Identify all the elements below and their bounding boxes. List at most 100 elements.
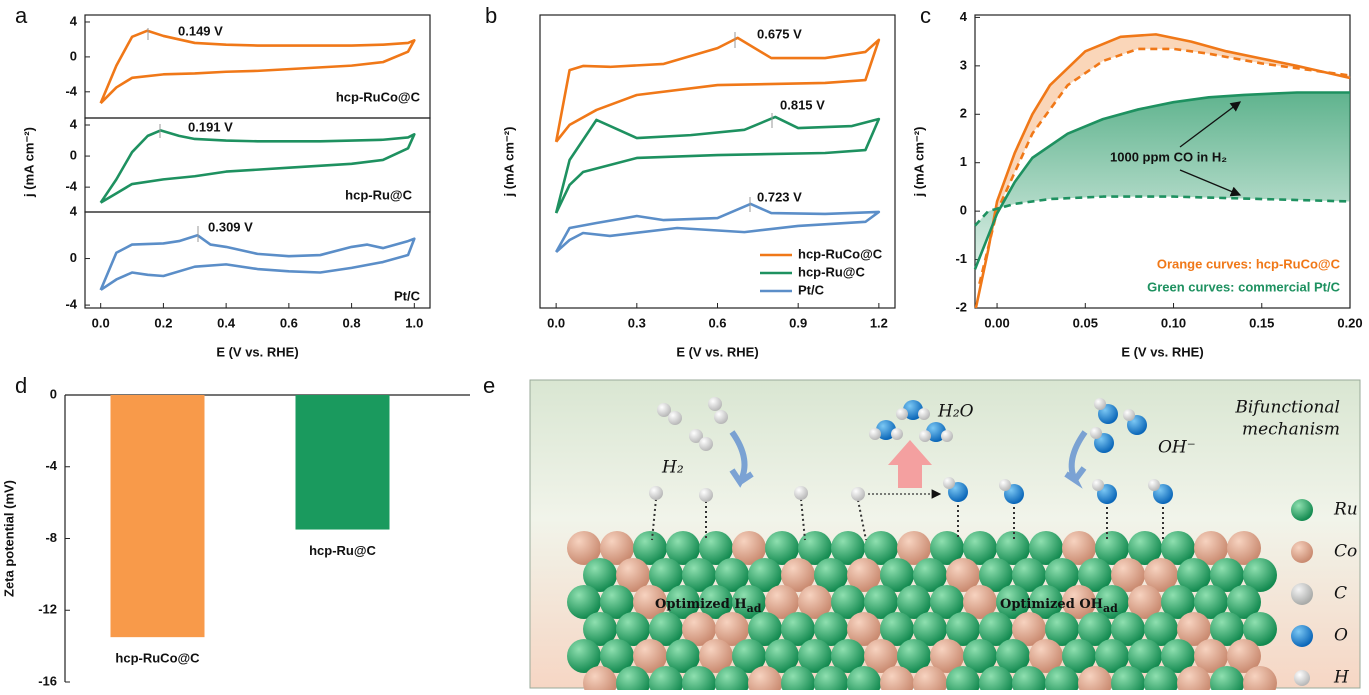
atom xyxy=(708,397,722,411)
molecule-label: H₂ xyxy=(661,458,684,478)
bar xyxy=(111,395,205,637)
molecule-label: H₂O xyxy=(937,402,974,422)
region-text: Optimized OH xyxy=(1000,597,1103,612)
annotation: 0.815 V xyxy=(780,97,825,112)
atom xyxy=(918,408,930,420)
atom xyxy=(1291,541,1313,563)
atom xyxy=(699,488,713,502)
x-tick-label: 0.00 xyxy=(984,315,1009,330)
atom xyxy=(941,430,953,442)
y-tick-label: -2 xyxy=(955,299,967,314)
x-tick-label: 0.2 xyxy=(154,315,172,330)
x-tick-label: hcp-RuCo@C xyxy=(115,651,200,666)
atom xyxy=(699,437,713,451)
x-tick-label: 1.2 xyxy=(870,315,888,330)
molecule-label: OH⁻ xyxy=(1158,438,1196,458)
atom xyxy=(1291,625,1313,647)
atom xyxy=(943,477,955,489)
region-text: Optimized H xyxy=(655,597,747,612)
legend-label: hcp-Ru@C xyxy=(798,264,865,279)
x-tick-label: 0.6 xyxy=(708,315,726,330)
annotation: 1000 ppm CO in H₂ xyxy=(1110,149,1227,164)
y-axis-label: j (mA cm⁻²) xyxy=(501,127,516,198)
line-series xyxy=(556,204,879,252)
x-tick-label: 0.10 xyxy=(1161,315,1186,330)
legend-label: C xyxy=(1334,584,1347,604)
plot-frame xyxy=(85,212,430,308)
x-tick-label: hcp-Ru@C xyxy=(309,543,376,558)
mechanism-diagram: eH₂H₂OOH⁻BifunctionalmechanismOptimized … xyxy=(483,373,1360,690)
x-tick-label: 0.8 xyxy=(343,315,361,330)
y-tick-label: 4 xyxy=(70,116,78,131)
y-tick-label: 4 xyxy=(70,203,78,218)
y-tick-label: 0 xyxy=(960,203,967,218)
y-axis-label: Zeta potential (mV) xyxy=(1,480,16,597)
region-subscript: ad xyxy=(1103,602,1118,615)
y-axis-label: j (mA cm⁻²) xyxy=(21,127,36,198)
x-tick-label: 0.9 xyxy=(789,315,807,330)
y-tick-label: 4 xyxy=(960,9,968,24)
annotation: Orange curves: hcp-RuCo@C xyxy=(1157,256,1341,271)
y-tick-label: 3 xyxy=(960,57,967,72)
x-axis-label: E (V vs. RHE) xyxy=(1121,344,1203,359)
y-tick-label: 0 xyxy=(70,250,77,265)
panel-label: d xyxy=(15,373,27,398)
y-tick-label: 0 xyxy=(50,386,57,401)
y-axis-label: j (mA cm⁻²) xyxy=(911,127,926,198)
legend-label: hcp-RuCo@C xyxy=(798,246,883,261)
annotation: 0.675 V xyxy=(757,26,802,41)
diagram-title: mechanism xyxy=(1242,420,1340,440)
legend-label: Co xyxy=(1334,542,1357,562)
atom xyxy=(1291,499,1313,521)
y-tick-label: -12 xyxy=(38,602,57,617)
x-tick-label: 0.0 xyxy=(92,315,110,330)
x-tick-label: 0.15 xyxy=(1249,315,1274,330)
bar xyxy=(296,395,390,530)
y-tick-label: -4 xyxy=(45,458,57,473)
x-axis-label: E (V vs. RHE) xyxy=(216,344,298,359)
atom xyxy=(1291,583,1313,605)
atom xyxy=(896,408,908,420)
series-label: hcp-RuCo@C xyxy=(336,89,421,104)
atom xyxy=(1294,670,1310,686)
annotation: 0.723 V xyxy=(757,189,802,204)
atom xyxy=(1090,427,1102,439)
figure: a-404hcp-RuCo@C0.149 V-404j (mA cm⁻²)hcp… xyxy=(0,0,1369,690)
y-tick-label: -16 xyxy=(38,673,57,688)
region-subscript: ad xyxy=(747,602,762,615)
panel-label: b xyxy=(485,3,497,28)
y-tick-label: -8 xyxy=(45,530,57,545)
atom xyxy=(1092,479,1104,491)
line-series xyxy=(556,117,879,213)
legend-label: Ru xyxy=(1333,500,1358,520)
annotation: Green curves: commercial Pt/C xyxy=(1147,279,1341,294)
atom xyxy=(999,479,1011,491)
atom xyxy=(891,428,903,440)
atom xyxy=(714,410,728,424)
annotation: 0.191 V xyxy=(188,119,233,134)
annotation: 0.149 V xyxy=(178,23,223,38)
panel-label: a xyxy=(15,3,28,28)
panel-label: e xyxy=(483,373,495,398)
legend-label: Pt/C xyxy=(798,282,825,297)
series-label: hcp-Ru@C xyxy=(345,187,412,202)
atom xyxy=(649,486,663,500)
x-tick-label: 1.0 xyxy=(405,315,423,330)
atom xyxy=(1148,479,1160,491)
x-axis-label: E (V vs. RHE) xyxy=(676,344,758,359)
atom xyxy=(851,487,865,501)
line-series xyxy=(975,197,1350,226)
y-tick-label: 0 xyxy=(70,148,77,163)
atom xyxy=(869,428,881,440)
x-tick-label: 0.4 xyxy=(217,315,236,330)
x-tick-label: 0.05 xyxy=(1073,315,1098,330)
legend-label: O xyxy=(1334,626,1348,646)
annotation: 0.309 V xyxy=(208,219,253,234)
panel-label: c xyxy=(920,3,931,28)
series-label: Pt/C xyxy=(394,288,421,303)
y-tick-label: 1 xyxy=(960,154,967,169)
y-tick-label: 0 xyxy=(70,48,77,63)
atom xyxy=(794,486,808,500)
y-tick-label: -1 xyxy=(955,251,967,266)
x-tick-label: 0.6 xyxy=(280,315,298,330)
